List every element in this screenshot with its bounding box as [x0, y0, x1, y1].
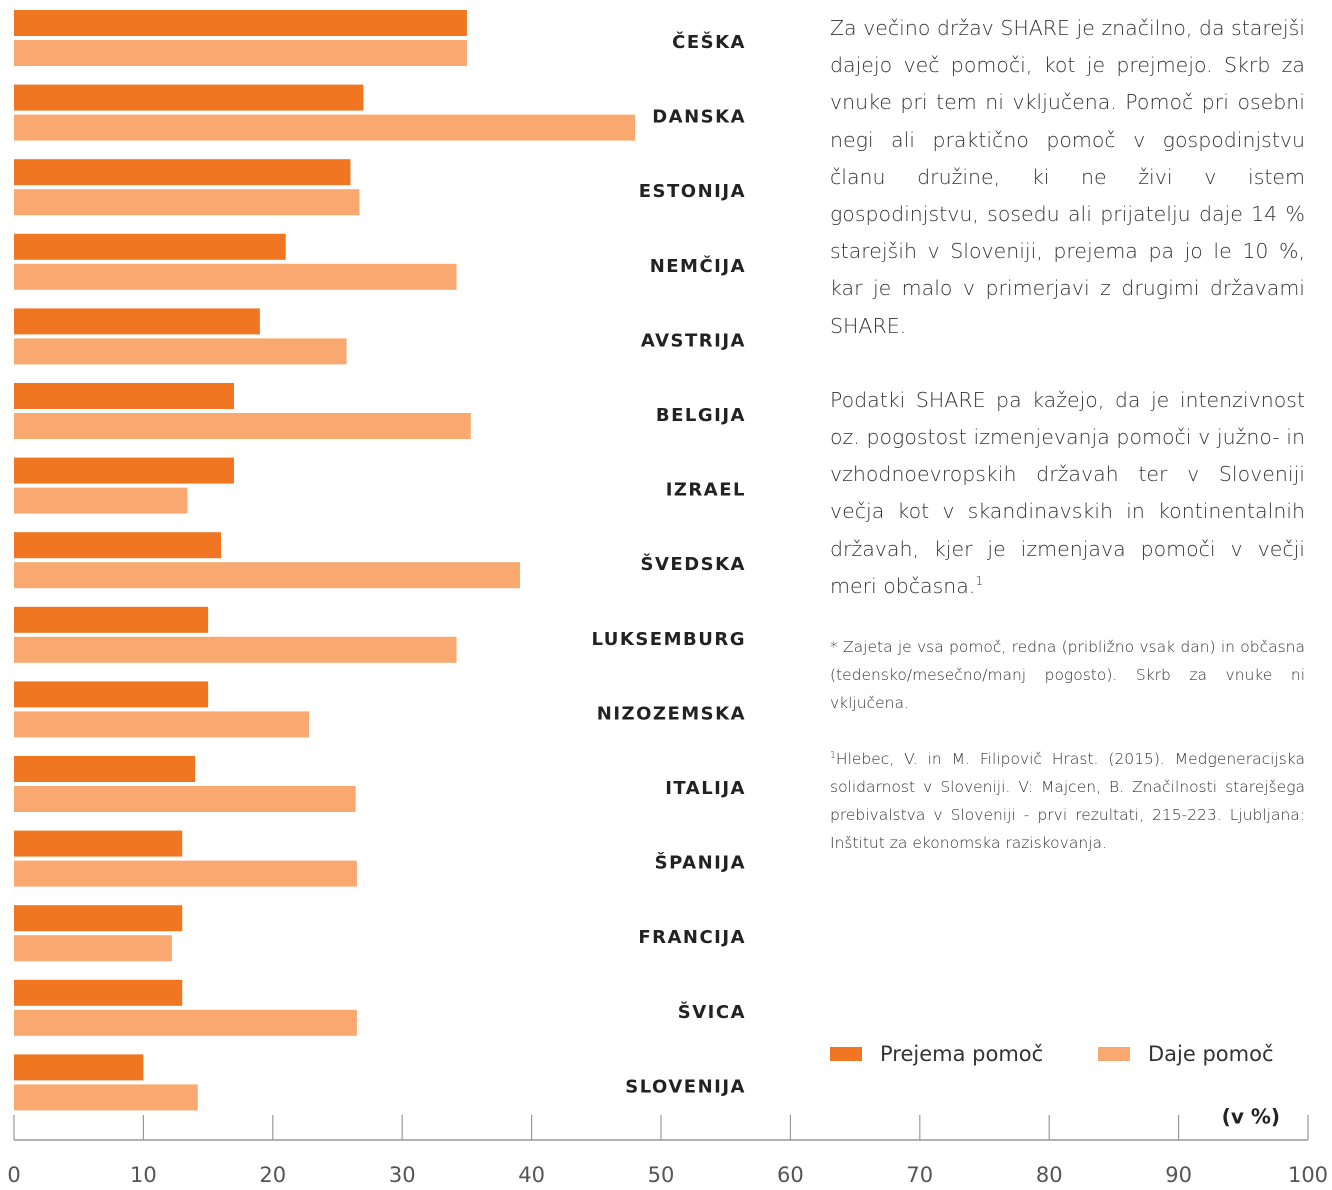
bar: [14, 338, 347, 365]
legend-swatch: [1098, 1047, 1130, 1061]
bar: [14, 114, 636, 141]
bar: [14, 905, 183, 932]
category-label: ŠVICA: [678, 1001, 746, 1023]
bar: [14, 562, 520, 589]
x-tick-label: 90: [1165, 1163, 1192, 1187]
category-label: ITALIJA: [665, 778, 746, 799]
bar: [14, 84, 364, 111]
bar: [14, 830, 183, 857]
category-label: NIZOZEMSKA: [597, 703, 746, 724]
bar: [14, 308, 260, 335]
category-label: DANSKA: [652, 107, 746, 128]
x-tick-label: 100: [1288, 1163, 1328, 1187]
x-axis-label: (v %): [1222, 1105, 1280, 1129]
category-label: LUKSEMBURG: [591, 629, 746, 650]
bar: [14, 786, 356, 812]
x-tick-label: 70: [906, 1163, 933, 1187]
x-tick-label: 0: [7, 1163, 20, 1187]
text-block: Za večino držav SHARE je značilno, da st…: [830, 10, 1305, 857]
bar: [14, 413, 471, 439]
bar: [14, 159, 351, 186]
bar: [14, 979, 183, 1006]
reference-marker: 1: [830, 749, 836, 761]
paragraph: Podatki SHARE pa kažejo, da je intenziv­…: [830, 382, 1305, 605]
bar: [14, 1084, 198, 1111]
x-tick-label: 20: [259, 1163, 286, 1187]
bar: [14, 263, 457, 290]
category-label: ŠVEDSKA: [641, 553, 746, 575]
bar: [14, 935, 172, 962]
bar: [14, 189, 360, 216]
category-label: ESTONIJA: [639, 181, 746, 202]
x-tick-label: 30: [389, 1163, 416, 1187]
paragraph: Za večino držav SHARE je značilno, da st…: [830, 16, 1305, 338]
footnote: * Zajeta je vsa pomoč, redna (približno …: [830, 638, 1305, 713]
bar: [14, 636, 457, 663]
x-tick-label: 50: [648, 1163, 675, 1187]
category-label: ČEŠKA: [672, 31, 746, 53]
reference-text: Hlebec, V. in M. Filipovič Hrast. (2015)…: [830, 750, 1305, 853]
bar: [14, 606, 209, 633]
bar: [14, 233, 286, 260]
bar: [14, 756, 196, 782]
category-label: AVSTRIJA: [641, 330, 746, 351]
bar: [14, 383, 234, 409]
category-label: IZRAEL: [666, 480, 746, 501]
legend-label: Daje pomoč: [1148, 1042, 1274, 1066]
reference: 1Hlebec, V. in M. Filipovič Hrast. (2015…: [830, 745, 1305, 857]
category-label: ŠPANIJA: [655, 852, 746, 874]
bar: [14, 1009, 357, 1036]
x-tick-label: 80: [1036, 1163, 1063, 1187]
bar: [14, 40, 467, 66]
bar: [14, 457, 234, 484]
category-label: FRANCIJA: [638, 927, 746, 948]
bar: [14, 711, 310, 738]
legend-label: Prejema pomoč: [880, 1042, 1043, 1066]
note-ref: 1: [975, 574, 984, 589]
bar: [14, 860, 357, 887]
x-tick-label: 10: [130, 1163, 157, 1187]
category-label: NEMČIJA: [650, 255, 746, 277]
bar: [14, 10, 467, 36]
paragraph-text: Podatki SHARE pa kažejo, da je intenziv­…: [830, 387, 1305, 598]
x-tick-label: 60: [777, 1163, 804, 1187]
category-label: BELGIJA: [656, 405, 746, 426]
bar: [14, 532, 222, 559]
x-tick-label: 40: [518, 1163, 545, 1187]
bar: [14, 1054, 144, 1081]
bar: [14, 487, 188, 514]
category-label: SLOVENIJA: [625, 1076, 746, 1097]
legend-swatch: [830, 1047, 862, 1061]
bar: [14, 681, 209, 708]
